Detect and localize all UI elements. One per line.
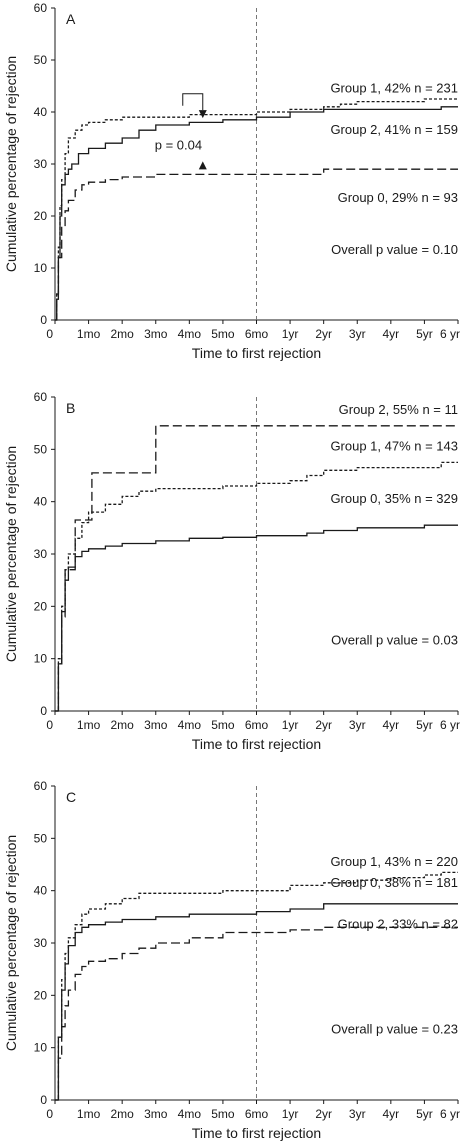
- x-tick-label: 2mo: [110, 718, 134, 732]
- x-tick-label: 4yr: [382, 718, 399, 732]
- x-tick-label: 6 yr: [440, 1107, 460, 1121]
- series-line-group-0: [55, 168, 458, 321]
- x-tick-label: 5mo: [211, 327, 235, 341]
- y-tick-label: 30: [34, 547, 48, 561]
- x-tick-label: 6mo: [245, 327, 269, 341]
- x-axis-label: Time to first rejection: [192, 1125, 321, 1141]
- y-tick-label: 20: [34, 209, 48, 223]
- y-tick-label: 0: [40, 1093, 47, 1107]
- x-tick-label: 6mo: [245, 1107, 269, 1121]
- overall-p-value: Overall p value = 0.23: [331, 1021, 458, 1036]
- series-label: Group 1, 47% n = 143: [330, 439, 458, 454]
- x-tick-label: 0: [46, 718, 53, 732]
- panel-letter: B: [66, 400, 75, 416]
- y-tick-label: 40: [34, 495, 48, 509]
- y-tick-label: 0: [40, 704, 47, 718]
- series-line-group-2: [55, 106, 458, 321]
- x-tick-label: 4yr: [382, 1107, 399, 1121]
- x-tick-label: 3mo: [144, 327, 168, 341]
- x-tick-label: 5yr: [416, 327, 433, 341]
- y-tick-label: 60: [34, 1, 48, 15]
- y-axis-label: Cumulative percentage of rejection: [3, 446, 19, 662]
- x-tick-label: 6mo: [245, 718, 269, 732]
- y-axis-label: Cumulative percentage of rejection: [3, 835, 19, 1051]
- series-label: Group 2, 33% n = 82: [338, 917, 458, 932]
- x-tick-label: 2mo: [110, 327, 134, 341]
- x-tick-label: 5mo: [211, 718, 235, 732]
- series-line-group-1: [55, 461, 458, 712]
- series-line-group-0: [55, 903, 458, 1101]
- y-tick-label: 40: [34, 105, 48, 119]
- x-tick-label: 6 yr: [440, 718, 460, 732]
- y-tick-label: 60: [34, 779, 48, 793]
- y-tick-label: 20: [34, 988, 48, 1002]
- y-tick-label: 10: [34, 261, 48, 275]
- x-tick-label: 6 yr: [440, 327, 460, 341]
- x-axis-label: Time to first rejection: [192, 345, 321, 361]
- x-tick-label: 2mo: [110, 1107, 134, 1121]
- overall-p-value: Overall p value = 0.03: [331, 632, 458, 647]
- x-tick-label: 1yr: [282, 718, 299, 732]
- chart-panel-a: 0 10 20 30 40 50 60 0 1mo 2mo 3mo 4mo 5mo 6mo 1yr 2yr 3y…: [3, 1, 460, 361]
- y-tick-label: 50: [34, 831, 48, 845]
- x-tick-label: 2yr: [315, 327, 332, 341]
- x-tick-label: 2yr: [315, 1107, 332, 1121]
- x-tick-label: 5yr: [416, 718, 433, 732]
- y-tick-label: 50: [34, 53, 48, 67]
- x-tick-label: 3yr: [349, 1107, 366, 1121]
- series-label: Group 2, 55% n = 11: [339, 402, 458, 417]
- chart-panel-c: 0 10 20 30 40 50 60 0 1mo 2mo 3mo 4mo 5mo 6mo 1yr 2yr 3y…: [3, 779, 460, 1141]
- arrow-up-icon: [198, 161, 207, 170]
- x-tick-label: 5mo: [211, 1107, 235, 1121]
- pairwise-p-value: p = 0.04: [155, 137, 202, 152]
- y-axis-label: Cumulative percentage of rejection: [3, 56, 19, 272]
- y-tick-label: 0: [40, 313, 47, 327]
- panel-letter: C: [66, 789, 76, 805]
- x-tick-label: 3mo: [144, 1107, 168, 1121]
- y-tick-label: 60: [34, 390, 48, 404]
- x-tick-label: 4mo: [178, 1107, 202, 1121]
- x-tick-label: 3yr: [349, 327, 366, 341]
- x-tick-label: 1mo: [77, 718, 101, 732]
- series-label: Group 2, 41% n = 159: [330, 122, 458, 137]
- x-tick-label: 3yr: [349, 718, 366, 732]
- y-tick-label: 10: [34, 652, 48, 666]
- y-tick-label: 30: [34, 936, 48, 950]
- y-tick-label: 10: [34, 1041, 48, 1055]
- bracket-line: [182, 93, 204, 111]
- y-tick-label: 40: [34, 884, 48, 898]
- y-tick-label: 20: [34, 599, 48, 613]
- x-tick-label: 1yr: [282, 1107, 299, 1121]
- x-tick-label: 0: [46, 1107, 53, 1121]
- x-tick-label: 0: [46, 327, 53, 341]
- x-tick-label: 1mo: [77, 327, 101, 341]
- overall-p-value: Overall p value = 0.10: [331, 242, 458, 257]
- series-line-group-2: [55, 926, 458, 1101]
- series-label: Group 0, 38% n = 181: [330, 875, 458, 890]
- series-label: Group 1, 43% n = 220: [330, 854, 458, 869]
- x-tick-label: 1yr: [282, 327, 299, 341]
- series-label: Group 0, 35% n = 329: [330, 491, 458, 506]
- panel-letter: A: [66, 11, 76, 27]
- series-label: Group 0, 29% n = 93: [338, 190, 458, 205]
- series-line-group-0: [55, 524, 458, 712]
- x-axis-label: Time to first rejection: [192, 736, 321, 752]
- x-tick-label: 5yr: [416, 1107, 433, 1121]
- y-tick-label: 50: [34, 442, 48, 456]
- chart-panel-b: 0 10 20 30 40 50 60 0 1mo 2mo 3mo 4mo 5mo 6mo 1yr 2yr 3y…: [3, 390, 460, 752]
- arrow-down-icon: [198, 110, 207, 119]
- x-tick-label: 2yr: [315, 718, 332, 732]
- x-tick-label: 1mo: [77, 1107, 101, 1121]
- x-tick-label: 4mo: [178, 718, 202, 732]
- x-tick-label: 4yr: [382, 327, 399, 341]
- y-tick-label: 30: [34, 157, 48, 171]
- series-label: Group 1, 42% n = 231: [330, 81, 458, 96]
- x-tick-label: 4mo: [178, 327, 202, 341]
- x-tick-label: 3mo: [144, 718, 168, 732]
- series-line-group-1: [55, 871, 458, 1101]
